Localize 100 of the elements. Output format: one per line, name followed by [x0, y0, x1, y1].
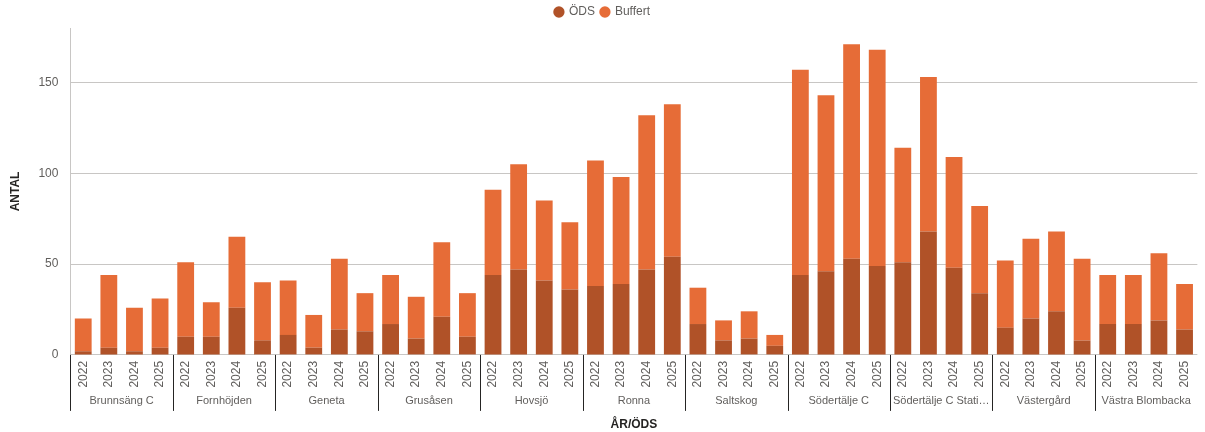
x-tick-label: 2025: [1176, 360, 1191, 388]
bar: [894, 147, 912, 263]
x-tick-label: 2025: [459, 360, 474, 388]
x-tick-label: 2024: [946, 360, 961, 388]
legend-label: Buffert: [614, 4, 651, 19]
bar: [459, 293, 476, 337]
bar: [612, 284, 630, 355]
bar: [1150, 253, 1168, 321]
y-tick-label: 0: [51, 347, 59, 362]
bar: [1022, 318, 1040, 355]
bar: [868, 265, 886, 355]
y-axis-title: ANTAL: [7, 171, 22, 212]
x-tick-label: 2025: [767, 360, 782, 388]
x-tick-label: 2023: [818, 360, 833, 388]
bar: [1124, 275, 1142, 325]
x-tick-label: 2022: [485, 360, 500, 388]
text: Södertälje C: [808, 393, 870, 406]
x-tick-label: 2024: [229, 360, 244, 388]
text: Södertälje C Stati…: [892, 393, 990, 406]
bar: [817, 271, 835, 355]
bar: [356, 331, 374, 355]
bar: [254, 340, 271, 355]
bar: [279, 334, 297, 355]
x-tick-label: 2023: [920, 360, 935, 388]
bar: [920, 231, 937, 355]
bar: [1022, 238, 1040, 319]
x-tick-label: 2023: [408, 360, 423, 388]
bar: [740, 311, 758, 339]
text: Grusåsen: [405, 393, 453, 406]
x-tick-label: 2025: [971, 360, 986, 388]
x-axis-title: ÅR/ÖDS: [610, 416, 658, 432]
bar: [305, 314, 323, 348]
x-tick-label: 2025: [1074, 360, 1089, 388]
x-tick-label: 2025: [562, 360, 577, 388]
x-tick-label: 2024: [843, 360, 858, 388]
bar: [715, 320, 732, 341]
bar: [766, 345, 784, 355]
bar: [1124, 324, 1142, 355]
x-tick-label: 2025: [357, 360, 372, 388]
bar: [663, 256, 681, 355]
bar: [510, 269, 528, 355]
y-tick-label: 50: [45, 256, 59, 271]
bar: [126, 307, 143, 352]
x-tick-label: 2025: [254, 360, 269, 388]
text: Fornhöjden: [196, 393, 252, 406]
x-tick-label: 2022: [792, 360, 807, 388]
bar: [382, 275, 399, 325]
x-tick-label: 2023: [613, 360, 628, 388]
bar: [663, 104, 681, 257]
bar: [535, 200, 553, 281]
bar: [1073, 258, 1091, 341]
x-tick-label: 2024: [741, 360, 756, 388]
x-tick-label: 2024: [536, 360, 551, 388]
bar: [1048, 311, 1065, 355]
bar: [612, 176, 630, 285]
bar: [151, 298, 169, 348]
x-tick-label: 2022: [177, 360, 192, 388]
bar: [484, 275, 502, 355]
bar: [330, 258, 348, 330]
bar: [766, 334, 784, 346]
bar: [202, 302, 220, 337]
x-tick-label: 2024: [126, 360, 141, 388]
bar: [587, 160, 604, 286]
bar: [74, 318, 92, 352]
x-tick-label: 2022: [690, 360, 705, 388]
x-tick-label: 2022: [895, 360, 910, 388]
bar: [459, 336, 476, 355]
bar: [740, 338, 758, 355]
bar: [920, 77, 937, 232]
x-tick-label: 2023: [203, 360, 218, 388]
bar: [587, 285, 604, 355]
x-tick-label: 2022: [75, 360, 90, 388]
bar: [791, 275, 809, 355]
text: Ronna: [617, 393, 651, 406]
x-tick-label: 2022: [280, 360, 295, 388]
bar: [1150, 320, 1168, 355]
x-tick-label: 2022: [1100, 360, 1115, 388]
bar: [484, 189, 502, 275]
bar: [177, 336, 195, 355]
bar: [996, 260, 1014, 328]
bar: [356, 293, 374, 332]
bar: [177, 262, 195, 337]
bar: [945, 156, 963, 268]
bar: [1099, 275, 1117, 325]
bar: [689, 287, 707, 325]
bar: [1073, 340, 1091, 355]
x-tick-label: 2023: [1023, 360, 1038, 388]
legend-label: ÖDS: [568, 4, 595, 19]
x-tick-label: 2022: [587, 360, 602, 388]
bar: [996, 327, 1014, 355]
bar: [715, 340, 732, 355]
bar: [407, 338, 425, 355]
x-tick-label: 2024: [331, 360, 346, 388]
x-tick-label: 2024: [434, 360, 449, 388]
bar: [1099, 324, 1117, 355]
x-tick-label: 2024: [1151, 360, 1166, 388]
bar: [843, 258, 860, 355]
text: Saltskog: [715, 393, 758, 406]
bar: [126, 351, 143, 355]
bar: [254, 282, 271, 341]
